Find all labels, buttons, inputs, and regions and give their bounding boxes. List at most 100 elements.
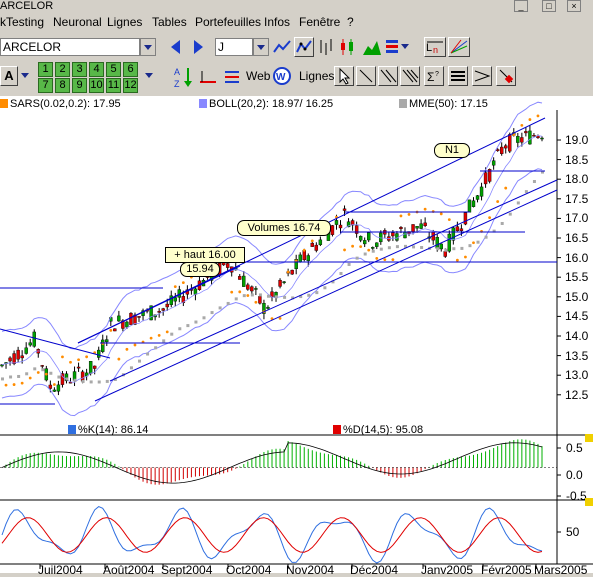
volumes-annotation[interactable]: Volumes 16.74: [237, 220, 331, 236]
mme-swatch: [399, 99, 407, 108]
candle-body: [97, 349, 101, 358]
font-button[interactable]: A: [0, 66, 18, 86]
menu-neuronal[interactable]: Neuronal: [53, 15, 102, 29]
mme-dot: [508, 212, 512, 216]
candlestick-icon[interactable]: [338, 37, 358, 57]
web-globe-icon[interactable]: W: [272, 66, 292, 86]
candle-body: [338, 224, 343, 229]
price-tick-label: 12.5: [565, 387, 589, 402]
maximize-button[interactable]: □: [542, 0, 556, 12]
candle-body: [238, 276, 242, 280]
indicator-button-6[interactable]: 6: [123, 62, 138, 77]
menu-tables[interactable]: Tables: [152, 15, 187, 29]
indicator-button-1[interactable]: 1: [38, 62, 53, 77]
menu-lignes[interactable]: Lignes: [107, 15, 143, 29]
eraser-icon[interactable]: [496, 66, 516, 86]
haut-annotation[interactable]: + haut 16.00: [165, 247, 245, 263]
candle-body: [435, 237, 439, 249]
menu-help[interactable]: ?: [347, 15, 354, 29]
histogram-icon[interactable]: [384, 37, 404, 57]
time-tick-label: Déc2004: [350, 563, 399, 577]
next-arrow-icon[interactable]: [188, 37, 208, 57]
font-dropdown-button[interactable]: [18, 67, 34, 85]
indicator-button-5[interactable]: 5: [106, 62, 121, 77]
candle-body: [137, 316, 141, 318]
candle-body: [181, 296, 186, 303]
legend-k-text: %K(14): 86.14: [78, 424, 149, 436]
mme-dot: [476, 240, 480, 244]
candle-body: [439, 243, 443, 250]
menu-fenetre[interactable]: Fenêtre: [299, 15, 341, 29]
menu-backtesting[interactable]: kTesting: [0, 15, 45, 29]
candle-body: [391, 232, 395, 237]
indicator-button-4[interactable]: 4: [89, 62, 104, 77]
channel-lines-icon[interactable]: [400, 66, 420, 86]
minimize-button[interactable]: _: [514, 0, 528, 12]
channel-bottom2-line: [94, 189, 558, 402]
candle-body: [88, 361, 93, 374]
horizontal-line-icon[interactable]: [198, 67, 218, 87]
menu-infos[interactable]: Infos: [264, 15, 291, 29]
prev-arrow-icon[interactable]: [166, 37, 186, 57]
barchart-icon[interactable]: [316, 37, 336, 57]
candle-body: [508, 134, 512, 152]
mme-dot: [541, 170, 544, 174]
period-combo[interactable]: J: [215, 38, 253, 56]
mme-dot: [146, 352, 150, 356]
indicator-button-10[interactable]: 10: [89, 78, 104, 93]
bas-annotation[interactable]: 15.94: [180, 262, 220, 277]
sar-dot: [278, 316, 282, 320]
mme-dot: [49, 371, 53, 375]
menu-portefeuilles[interactable]: Portefeuilles: [195, 15, 262, 29]
mme-dot: [65, 377, 69, 381]
symbol-dropdown-button[interactable]: [140, 38, 156, 56]
candle-body: [129, 312, 133, 325]
candle-body: [524, 131, 528, 134]
indicator-button-2[interactable]: 2: [55, 62, 70, 77]
symbol-combo[interactable]: ARCELOR: [0, 38, 140, 56]
period-dropdown-button[interactable]: [253, 38, 269, 56]
window-title: ARCELOR: [0, 0, 54, 12]
parallel-lines-icon[interactable]: [378, 66, 398, 86]
candle-body: [32, 331, 36, 347]
sar-dot: [61, 355, 64, 359]
mme-dot: [89, 380, 93, 384]
cursor-pointer-icon[interactable]: [334, 66, 354, 86]
mme-dot: [468, 244, 472, 248]
line-points-chart-icon[interactable]: [294, 37, 314, 57]
candle-body: [242, 275, 246, 287]
hlines-tool-icon[interactable]: [448, 66, 468, 86]
osc-tick-label: 0.0: [566, 468, 583, 482]
indicator-button-7[interactable]: 7: [38, 78, 53, 93]
candle-body: [125, 321, 129, 328]
price-chart[interactable]: [0, 96, 593, 573]
mme-dot: [347, 262, 351, 266]
chart-type-dropdown-button[interactable]: [398, 38, 414, 56]
mme-dot: [202, 316, 206, 320]
sar-dot: [447, 218, 451, 222]
multi-line-icon[interactable]: [222, 67, 242, 87]
time-tick-label: Sept2004: [161, 563, 213, 577]
trend-fan-icon[interactable]: [448, 37, 470, 57]
indicator-button-12[interactable]: 12: [123, 78, 138, 93]
legend-mme-text: MME(50): 17.15: [409, 98, 488, 110]
mme-dot: [371, 249, 375, 253]
indicator-dropdown-button[interactable]: [142, 67, 158, 85]
line-chart-icon[interactable]: [272, 37, 292, 57]
n1-annotation[interactable]: N1: [434, 143, 470, 158]
draw-line-icon[interactable]: [356, 66, 376, 86]
fan-lines-icon[interactable]: [472, 66, 492, 86]
price-tick-label: 16.0: [565, 250, 589, 265]
indicator-button-3[interactable]: 3: [72, 62, 87, 77]
text-tool-icon[interactable]: Σ?: [424, 66, 444, 86]
mountain-chart-icon[interactable]: [362, 37, 382, 57]
indicator-button-9[interactable]: 9: [72, 78, 87, 93]
indicator-button-11[interactable]: 11: [106, 78, 121, 93]
mme-dot: [307, 293, 311, 297]
indicator-button-8[interactable]: 8: [55, 78, 70, 93]
close-button[interactable]: ×: [567, 0, 581, 12]
